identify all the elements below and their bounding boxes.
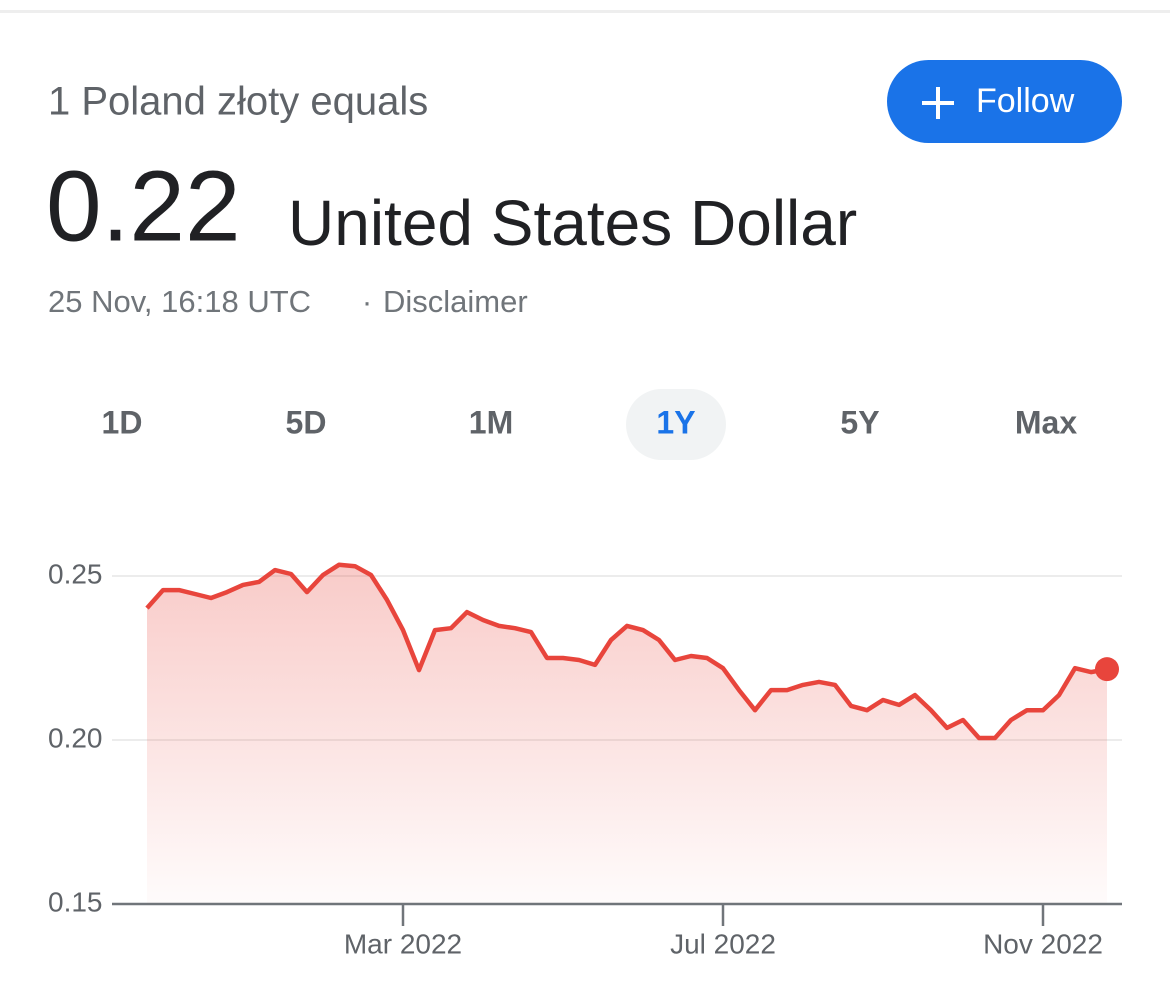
- current-point: [1095, 657, 1119, 682]
- range-tab[interactable]: 5D: [286, 404, 327, 440]
- follow-bg[interactable]: [887, 60, 1122, 143]
- timestamp: 25 Nov, 16:18 UTC: [48, 284, 311, 319]
- range-tabs: 1D 5D 1M 1Y 5Y Max: [102, 389, 1077, 460]
- range-tab[interactable]: 1Y: [656, 404, 695, 440]
- follow-button[interactable]: Follow: [887, 60, 1122, 143]
- x-tick-label: Nov 2022: [983, 928, 1103, 959]
- price-line: [145, 562, 1108, 741]
- chart: 0.15 0.20 0.25 Mar 2022 Jul 2022 Nov 2022: [48, 558, 1122, 959]
- rate-unit: United States Dollar: [288, 187, 857, 259]
- x-tick-label: Mar 2022: [344, 928, 462, 959]
- range-tab[interactable]: 1D: [102, 404, 143, 440]
- top-divider: [0, 10, 1170, 13]
- separator: ·: [362, 284, 372, 319]
- rate-value: 0.22: [46, 150, 241, 262]
- y-tick-label: 0.20: [48, 722, 103, 753]
- plus-icon: [922, 87, 954, 119]
- follow-label[interactable]: Follow: [976, 82, 1075, 120]
- range-tab[interactable]: 1M: [469, 404, 513, 440]
- y-tick-label: 0.15: [48, 886, 103, 917]
- range-tab[interactable]: 5Y: [840, 404, 879, 440]
- area-fill: [147, 564, 1107, 904]
- tab-selected-bg[interactable]: [626, 389, 726, 460]
- x-tick-label: Jul 2022: [670, 928, 776, 959]
- y-tick-label: 0.25: [48, 558, 103, 589]
- range-tab[interactable]: Max: [1015, 404, 1077, 440]
- header-title: 1 Poland złoty equals: [48, 80, 428, 124]
- disclaimer-link[interactable]: Disclaimer: [383, 284, 528, 319]
